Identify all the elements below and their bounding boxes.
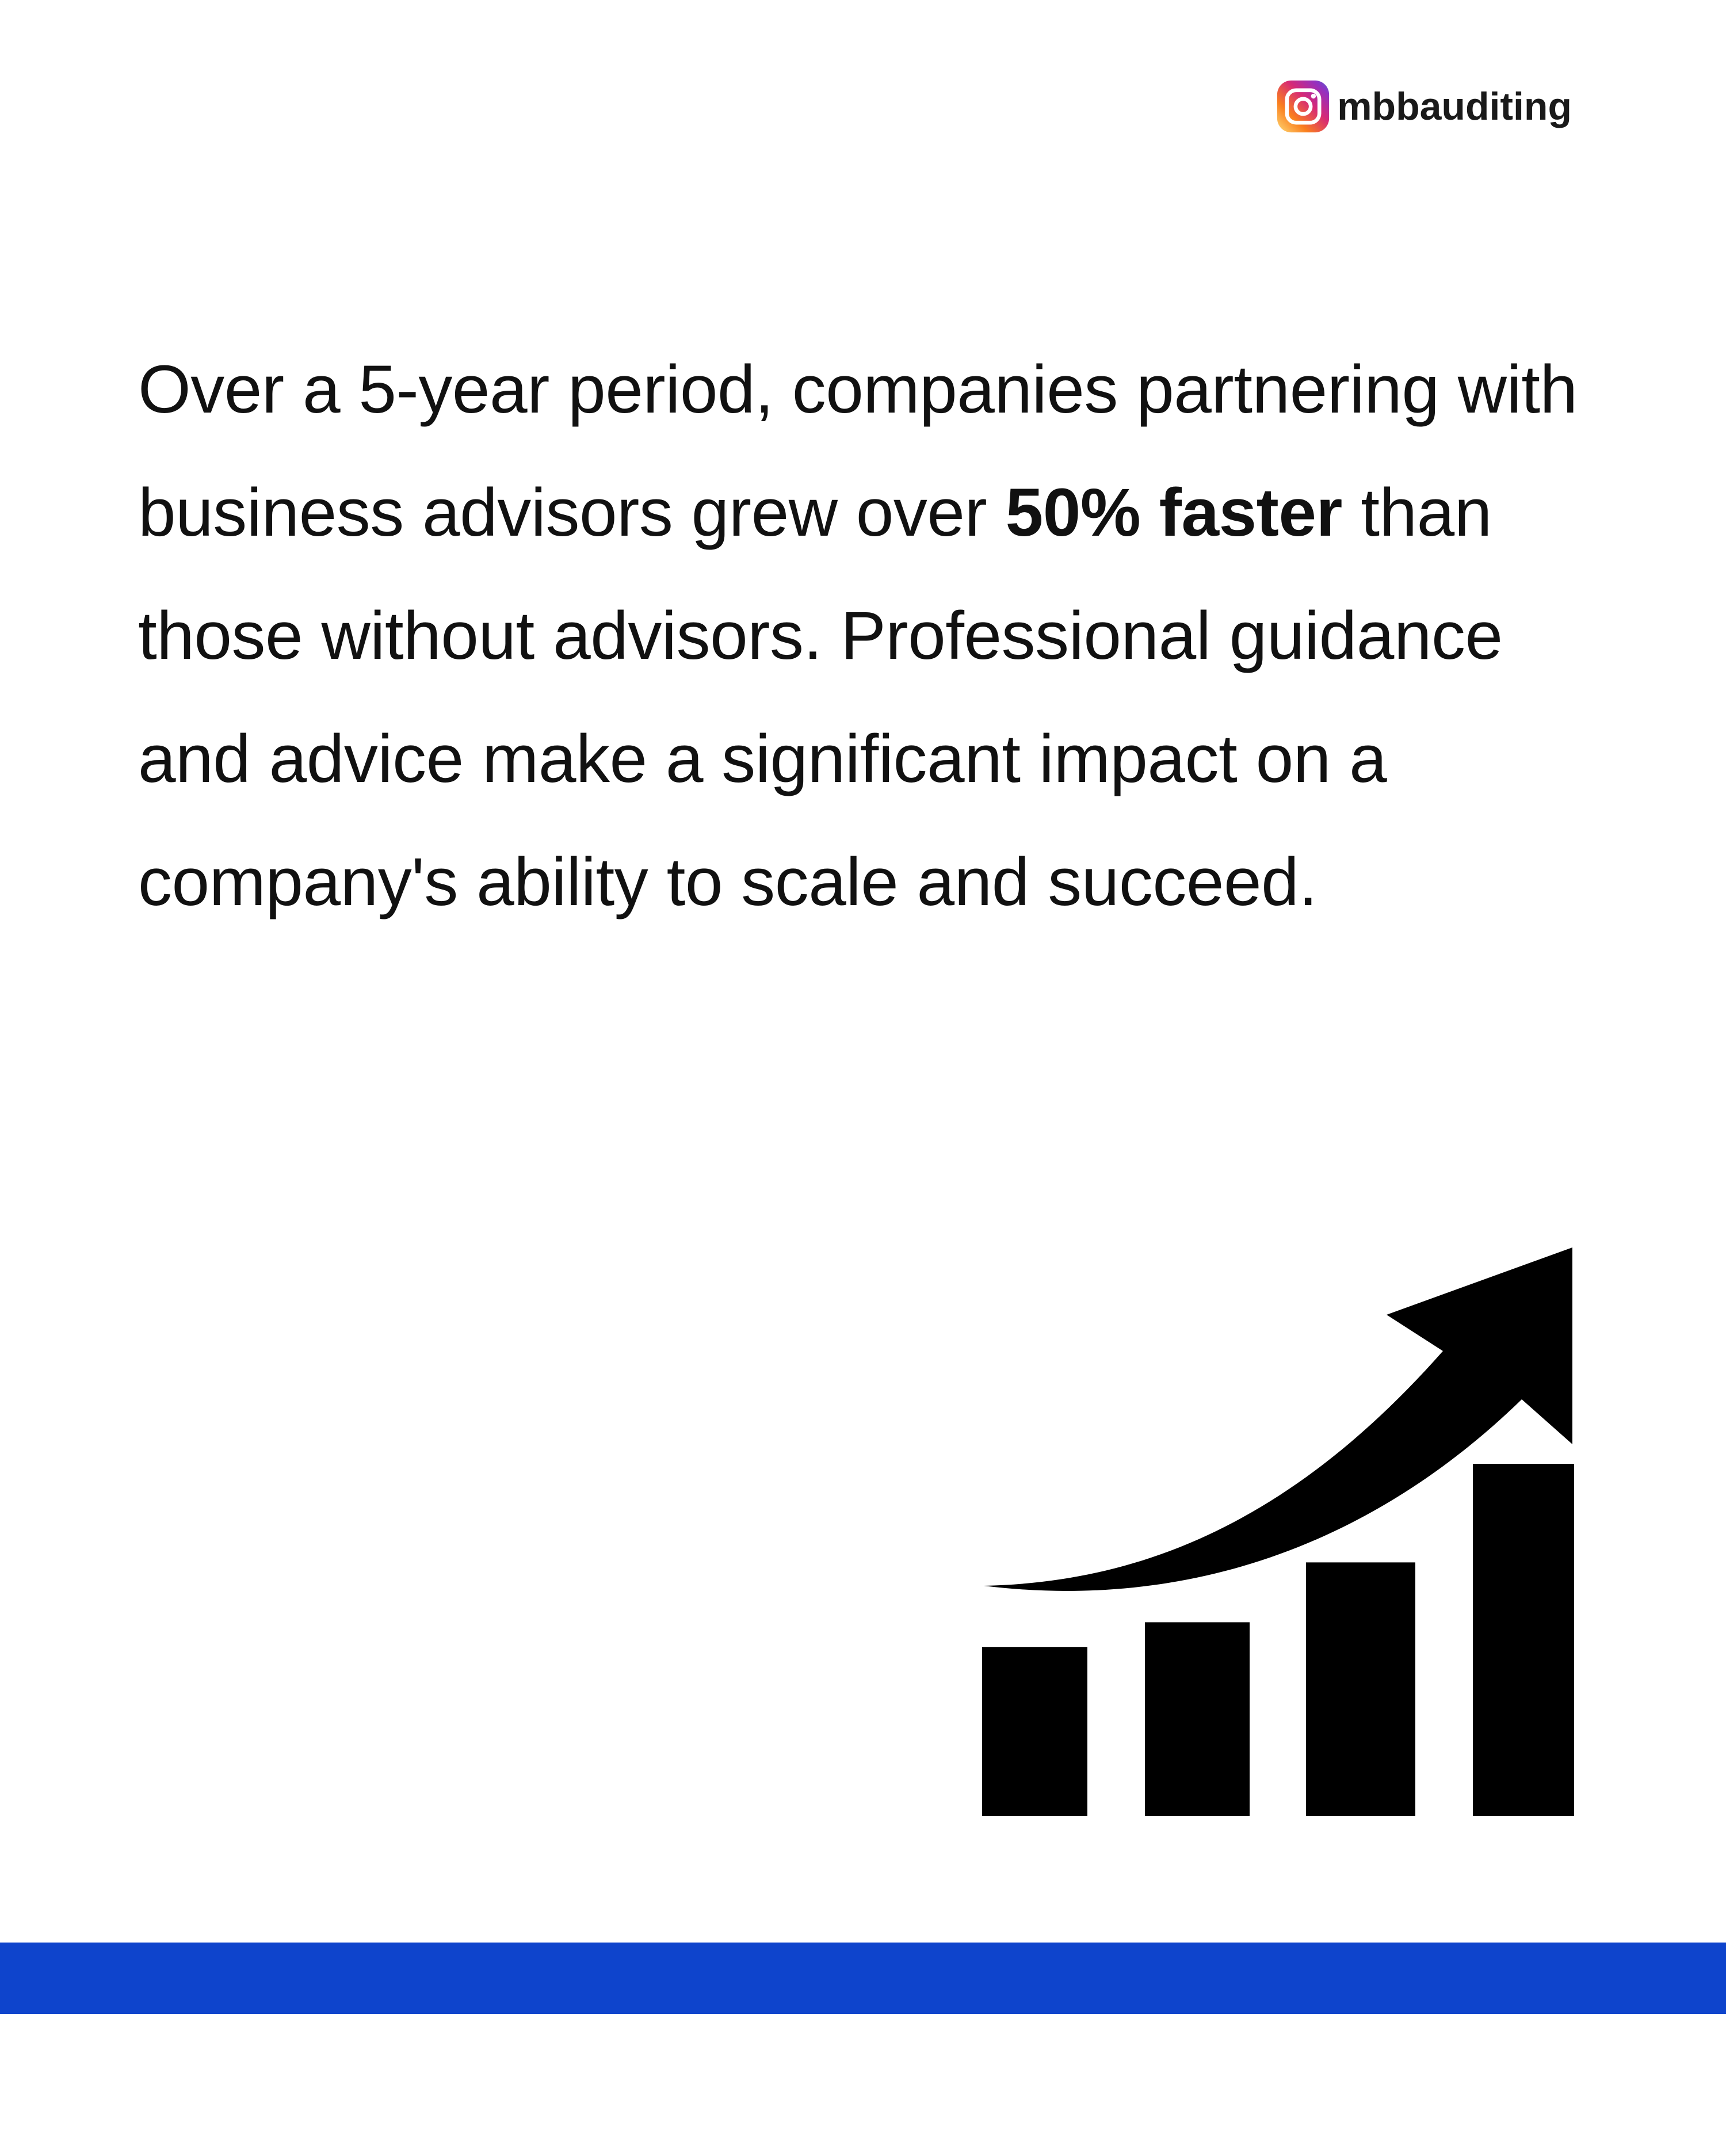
growth-bar-4 xyxy=(1473,1464,1574,1816)
highlight-stat: 50% faster xyxy=(1005,475,1343,551)
growth-arrow xyxy=(984,1247,1572,1591)
growth-bar-2 xyxy=(1145,1622,1250,1816)
instagram-handle-text: mbbauditing xyxy=(1337,85,1572,128)
growth-bar-3 xyxy=(1306,1562,1415,1816)
growth-bars xyxy=(982,1464,1574,1816)
instagram-handle[interactable]: mbbauditing xyxy=(1276,79,1572,133)
instagram-icon xyxy=(1277,80,1330,133)
growth-chart-arrow-icon xyxy=(982,1247,1574,1816)
body-paragraph: Over a 5-year period, companies partneri… xyxy=(138,328,1611,944)
growth-bar-1 xyxy=(982,1647,1087,1816)
paragraph-text-start: Over a 5-year period, companies partneri… xyxy=(138,352,1578,551)
paragraph-text-end: than those without advisors. Professiona… xyxy=(138,475,1503,920)
footer-bar xyxy=(0,1943,1726,2014)
